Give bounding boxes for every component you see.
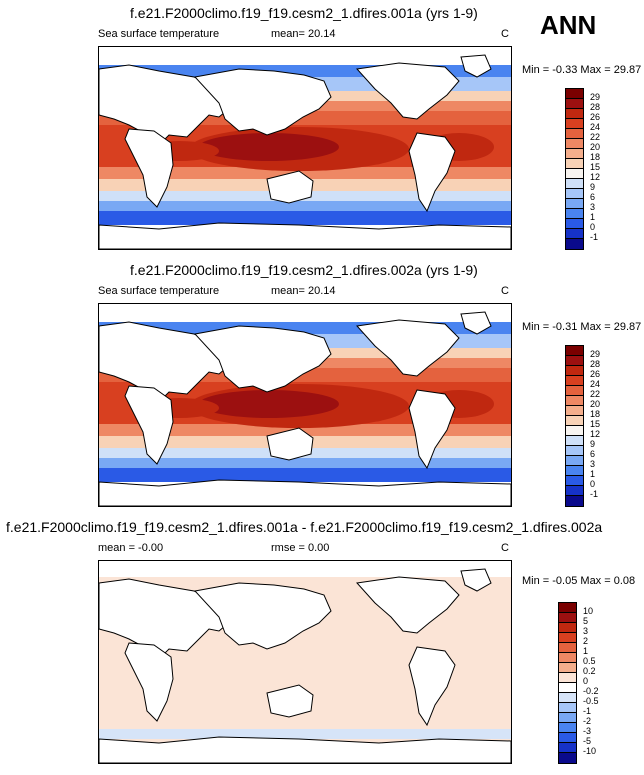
panel3-minmax: Min = -0.05 Max = 0.08	[522, 575, 635, 587]
sst-band-southern	[99, 211, 511, 225]
panel3-map-svg	[99, 561, 511, 763]
panel2-tick: 12	[590, 429, 601, 439]
panel2-tick: 26	[590, 369, 601, 379]
panel3-map	[98, 560, 512, 764]
panel1-tick: 3	[590, 202, 596, 212]
panel1-tick: 18	[590, 152, 601, 162]
panel2-tick: 18	[590, 409, 601, 419]
panel3-tick: -0.2	[583, 686, 599, 696]
panel1-tick: 9	[590, 182, 596, 192]
panel2-continents	[99, 311, 511, 506]
panel3-tick: -3	[583, 726, 592, 736]
panel1-min-label: Min =	[522, 64, 553, 76]
panel1-mean-label: mean= 20.14	[271, 28, 336, 40]
panel2-tick: 24	[590, 379, 601, 389]
panel1-tick: 1	[590, 212, 596, 222]
sst-band-strop	[99, 167, 511, 179]
panel1-continents	[99, 54, 511, 249]
panel1-tick: 15	[590, 162, 601, 172]
panel1-tick: 6	[590, 192, 596, 202]
panel1-tick: 24	[590, 122, 601, 132]
sst-band-s	[99, 201, 511, 211]
panel3-units: C	[501, 542, 509, 554]
panel1-tick: 26	[590, 112, 601, 122]
greenland	[460, 54, 492, 78]
panel1-tick: 20	[590, 142, 601, 152]
panel3-mean-label: mean = -0.00	[98, 542, 164, 554]
north-america	[356, 62, 460, 120]
panel1-min-value: -0.33	[552, 64, 578, 76]
panel2-map-svg	[99, 311, 511, 506]
eurasia-west	[99, 64, 232, 146]
panel2-tick: 22	[590, 389, 601, 399]
panel3-max-label: Max =	[580, 575, 614, 587]
panel2-tick: 0	[590, 479, 596, 489]
sst-warmpool-core	[199, 133, 339, 161]
panel2-max-value: 29.87	[613, 321, 642, 333]
panel2-map	[98, 303, 512, 507]
panel2-left-label: Sea surface temperature	[98, 285, 220, 297]
panel1-tick: 12	[590, 172, 601, 182]
asia	[194, 68, 332, 136]
panel3-colorbar	[558, 602, 577, 764]
panel1-map-svg	[99, 54, 511, 249]
season-label: ANN	[540, 10, 597, 40]
panel3-tick: -10	[583, 746, 597, 756]
panel1-units: C	[501, 28, 509, 40]
panel2-max-label: Max =	[580, 321, 614, 333]
panel2-tick: 15	[590, 419, 601, 429]
panel2-colorbar	[565, 345, 584, 507]
panel1-tick: -1	[590, 232, 599, 242]
panel3-tick: 3	[583, 626, 589, 636]
panel3-tick: 5	[583, 616, 589, 626]
panel1-map	[98, 46, 512, 250]
panel2-minmax: Min = -0.31 Max = 29.87	[522, 321, 641, 333]
panel1-colorbar	[565, 88, 584, 250]
panel2-min-value: -0.31	[552, 321, 578, 333]
panel2-tick: 3	[590, 459, 596, 469]
panel1-max-value: 29.87	[613, 64, 642, 76]
panel3-tick: 1	[583, 646, 589, 656]
panel3-continents	[99, 568, 511, 763]
panel1-tick: 28	[590, 102, 601, 112]
panel3-min-value: -0.05	[552, 575, 578, 587]
africa	[124, 128, 174, 208]
panel2-tick: 6	[590, 449, 596, 459]
panel3-tick: -2	[583, 716, 592, 726]
panel3-tick: 2	[583, 636, 589, 646]
diff-band-southern	[99, 729, 511, 739]
antarctica	[99, 222, 511, 249]
panel2-tick: 20	[590, 399, 601, 409]
panel1-minmax: Min = -0.33 Max = 29.87	[522, 64, 641, 76]
panel3-tick: -5	[583, 736, 592, 746]
panel3-tick: 10	[583, 606, 594, 616]
panel3-tick: 0.5	[583, 656, 596, 666]
australia	[266, 170, 314, 204]
panel3-tick: 0	[583, 676, 589, 686]
panel3-rmse-label: rmse = 0.00	[271, 542, 330, 554]
panel2-mean-label: mean= 20.14	[271, 285, 336, 297]
panel2-title: f.e21.F2000climo.f19_f19.cesm2_1.dfires.…	[130, 262, 478, 278]
panel1-max-label: Max =	[580, 64, 614, 76]
panel3-title: f.e21.F2000climo.f19_f19.cesm2_1.dfires.…	[6, 519, 603, 535]
panel1-tick: 22	[590, 132, 601, 142]
panel2-tick: -1	[590, 489, 599, 499]
panel1-tick: 29	[590, 92, 601, 102]
panel1-left-label: Sea surface temperature	[98, 28, 220, 40]
panel2-min-label: Min =	[522, 321, 553, 333]
panel2-units: C	[501, 285, 509, 297]
panel2-tick: 9	[590, 439, 596, 449]
panel3-tick: -0.5	[583, 696, 599, 706]
panel3-tick: 0.2	[583, 666, 596, 676]
panel2-tick: 1	[590, 469, 596, 479]
panel2-tick: 29	[590, 349, 601, 359]
panel2-tick: 28	[590, 359, 601, 369]
panel3-min-label: Min =	[522, 575, 553, 587]
panel3-max-value: 0.08	[613, 575, 636, 587]
panel1-title: f.e21.F2000climo.f19_f19.cesm2_1.dfires.…	[130, 5, 478, 21]
panel3-tick: -1	[583, 706, 592, 716]
south-america	[408, 132, 456, 213]
panel1-tick: 0	[590, 222, 596, 232]
